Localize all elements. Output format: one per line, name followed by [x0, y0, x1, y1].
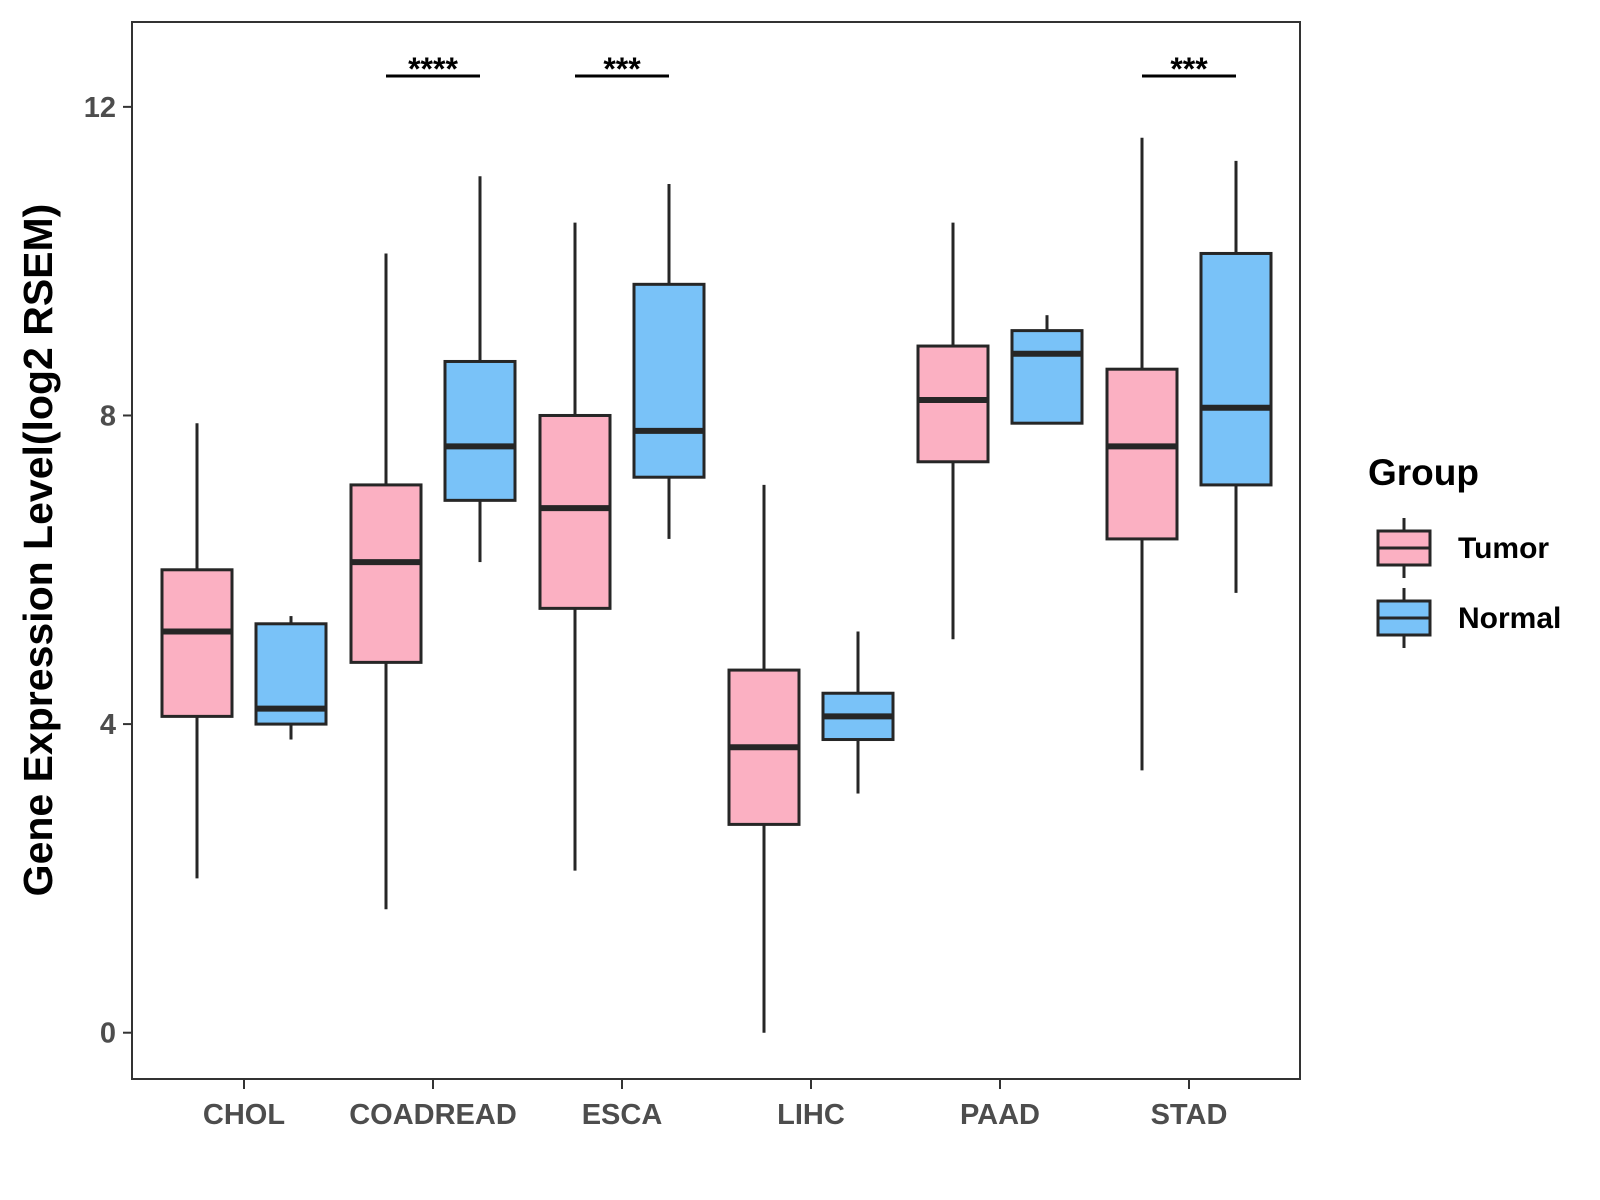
y-axis-title: Gene Expression Level(log2 RSEM)	[15, 204, 61, 897]
box-body	[1199, 251, 1273, 487]
x-tick-label: STAD	[1151, 1099, 1228, 1131]
box-body	[1010, 329, 1084, 425]
legend: Group Tumor Normal	[1368, 452, 1561, 648]
legend-title: Group	[1368, 452, 1479, 493]
y-tick-label: 12	[84, 92, 116, 124]
box-series	[160, 137, 1273, 1033]
y-tick-label: 8	[100, 400, 116, 432]
box-normal-coadread	[443, 176, 517, 563]
legend-label: Tumor	[1458, 532, 1549, 565]
box-tumor-esca	[538, 222, 612, 871]
box-normal-esca	[632, 184, 706, 539]
x-tick-label: CHOL	[203, 1099, 285, 1131]
box-body	[349, 483, 423, 664]
plot-panel	[131, 21, 1301, 1080]
box-normal-stad	[1199, 160, 1273, 593]
box-body	[160, 568, 234, 718]
x-tick-label: ESCA	[582, 1099, 663, 1131]
box-body	[916, 344, 990, 464]
y-tick-label: 4	[100, 709, 116, 741]
significance-label: ***	[1170, 51, 1208, 87]
y-tick-label: 0	[100, 1018, 116, 1050]
x-tick-label: PAAD	[960, 1099, 1040, 1131]
box-body	[538, 413, 612, 610]
legend-entry-normal: Normal	[1376, 588, 1561, 648]
box-normal-paad	[1010, 315, 1084, 425]
box-body	[1105, 367, 1179, 541]
x-tick-label: LIHC	[777, 1099, 845, 1131]
box-normal-lihc	[821, 631, 895, 794]
box-tumor-coadread	[349, 253, 423, 910]
box-body	[443, 359, 517, 502]
box-body	[632, 282, 706, 479]
box-normal-chol	[254, 616, 328, 740]
significance-annotations: **** *** ***	[386, 51, 1236, 87]
x-tick-label: COADREAD	[349, 1099, 517, 1131]
legend-entry-tumor: Tumor	[1376, 518, 1549, 578]
legend-label: Normal	[1458, 602, 1561, 635]
box-tumor-chol	[160, 423, 234, 879]
x-axis: CHOL COADREAD ESCA LIHC PAAD STAD	[203, 1079, 1227, 1131]
significance-label: ***	[603, 51, 641, 87]
significance-label: ****	[408, 51, 458, 87]
box-tumor-stad	[1105, 137, 1179, 771]
box-tumor-paad	[916, 222, 990, 640]
y-axis: 0 4 8 12	[84, 92, 132, 1050]
box-tumor-lihc	[727, 484, 801, 1033]
